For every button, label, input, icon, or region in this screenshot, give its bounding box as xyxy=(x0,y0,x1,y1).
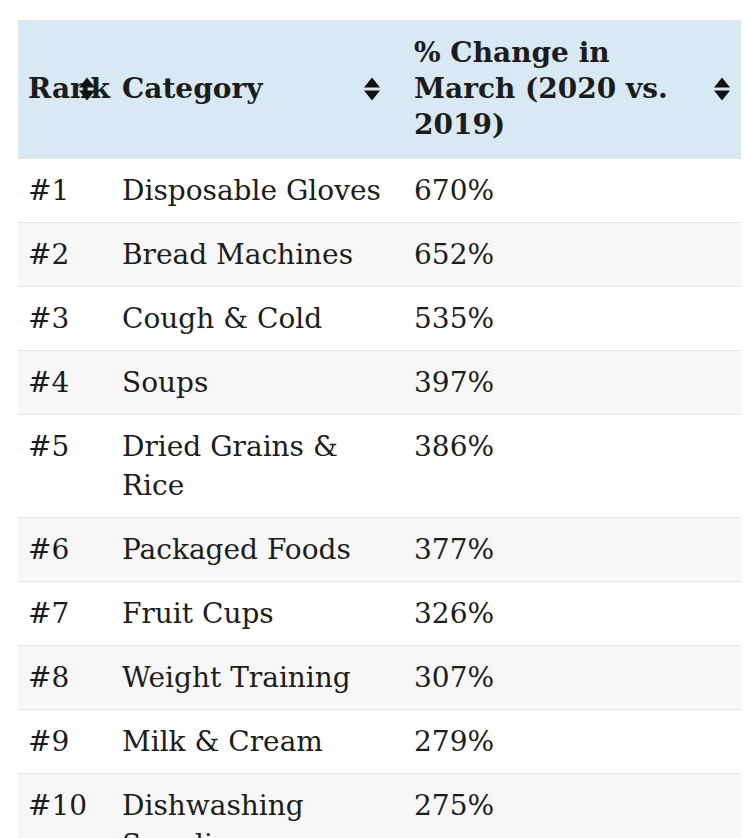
rank-cell: #4 xyxy=(18,351,112,415)
change-cell: 279% xyxy=(402,710,741,774)
table-row: #1 Disposable Gloves 670% xyxy=(18,159,741,223)
table-row: #8 Weight Training 307% xyxy=(18,646,741,710)
rank-cell: #6 xyxy=(18,518,112,582)
column-header-change[interactable]: % Change in March (2020 vs. 2019) xyxy=(402,20,741,159)
change-cell: 670% xyxy=(402,159,741,223)
table-row: #10 Dishwashing Supplies 275% xyxy=(18,774,741,838)
category-cell: Fruit Cups xyxy=(112,582,402,646)
rank-cell: #7 xyxy=(18,582,112,646)
table-row: #2 Bread Machines 652% xyxy=(18,223,741,287)
change-cell: 326% xyxy=(402,582,741,646)
category-cell: Soups xyxy=(112,351,402,415)
category-cell: Dishwashing Supplies xyxy=(112,774,402,838)
category-cell: Packaged Foods xyxy=(112,518,402,582)
table-row: #7 Fruit Cups 326% xyxy=(18,582,741,646)
category-cell: Bread Machines xyxy=(112,223,402,287)
table-row: #3 Cough & Cold 535% xyxy=(18,287,741,351)
change-cell: 397% xyxy=(402,351,741,415)
rank-cell: #10 xyxy=(18,774,112,838)
sort-icon xyxy=(363,78,380,101)
table-row: #4 Soups 397% xyxy=(18,351,741,415)
column-header-change-label: % Change in March (2020 vs. 2019) xyxy=(414,36,668,141)
change-cell: 652% xyxy=(402,223,741,287)
column-header-category[interactable]: Category xyxy=(112,20,402,159)
category-cell: Weight Training xyxy=(112,646,402,710)
rank-cell: #3 xyxy=(18,287,112,351)
change-cell: 307% xyxy=(402,646,741,710)
table-row: #9 Milk & Cream 279% xyxy=(18,710,741,774)
sort-icon xyxy=(713,78,730,101)
change-cell: 386% xyxy=(402,415,741,518)
march-change-table: Rank Category % Change in March (2020 vs… xyxy=(18,20,741,838)
rank-cell: #8 xyxy=(18,646,112,710)
column-header-rank[interactable]: Rank xyxy=(18,20,112,159)
column-header-category-label: Category xyxy=(122,72,262,105)
category-cell: Dried Grains & Rice xyxy=(112,415,402,518)
page: Rank Category % Change in March (2020 vs… xyxy=(0,0,750,838)
change-cell: 535% xyxy=(402,287,741,351)
table-row: #6 Packaged Foods 377% xyxy=(18,518,741,582)
sort-icon xyxy=(78,78,95,101)
rank-cell: #9 xyxy=(18,710,112,774)
category-cell: Disposable Gloves xyxy=(112,159,402,223)
rank-cell: #2 xyxy=(18,223,112,287)
change-cell: 377% xyxy=(402,518,741,582)
rank-cell: #1 xyxy=(18,159,112,223)
change-cell: 275% xyxy=(402,774,741,838)
column-header-rank-label: Rank xyxy=(28,72,110,105)
category-cell: Milk & Cream xyxy=(112,710,402,774)
table-header-row: Rank Category % Change in March (2020 vs… xyxy=(18,20,741,159)
rank-cell: #5 xyxy=(18,415,112,518)
table-row: #5 Dried Grains & Rice 386% xyxy=(18,415,741,518)
category-cell: Cough & Cold xyxy=(112,287,402,351)
